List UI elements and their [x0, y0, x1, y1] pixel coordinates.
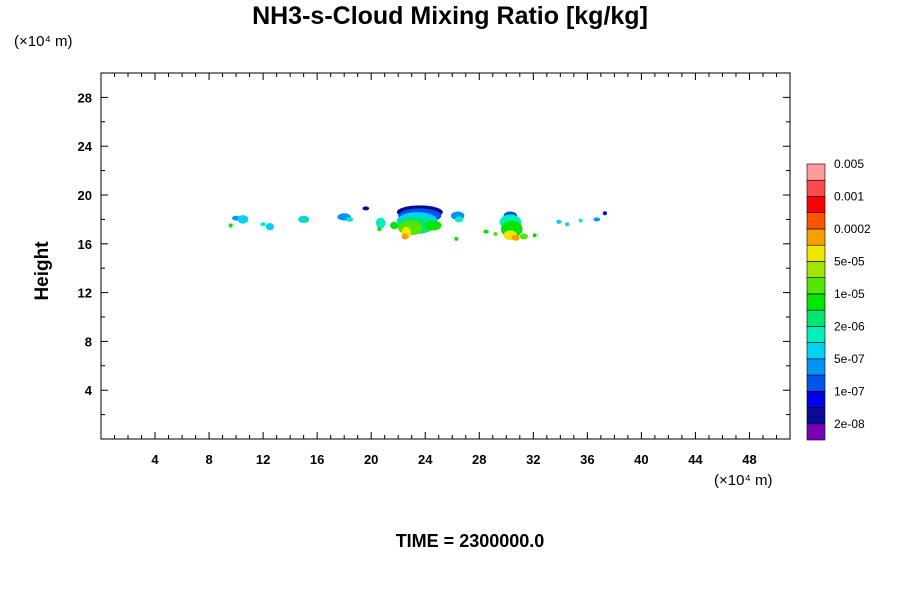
colorbar-swatch	[806, 358, 826, 376]
x-tick-label: 28	[472, 452, 486, 467]
x-axis-multiplier: (×10⁴ m)	[714, 472, 773, 489]
colorbar-label: 2e-08	[834, 417, 865, 431]
colorbar-swatch	[806, 374, 826, 392]
cloud-patch-31	[519, 233, 528, 240]
colorbar-label: 5e-05	[834, 254, 865, 268]
cloud-patch-30	[511, 234, 520, 241]
cloud-patch-4	[265, 223, 274, 231]
colorbar-swatch	[806, 244, 826, 262]
cloud-patch-6	[304, 218, 309, 223]
cloud-patch-11	[362, 206, 370, 211]
x-tick-label: 20	[364, 452, 378, 467]
cloud-patch-0	[228, 223, 233, 228]
cloud-patch-19	[425, 220, 442, 231]
data-field	[228, 205, 607, 241]
y-axis-multiplier: (×10⁴ m)	[14, 33, 73, 50]
colorbar-swatch	[806, 293, 826, 311]
cloud-patch-24	[483, 229, 489, 234]
cloud-patch-10	[377, 227, 382, 232]
cloud-patch-25	[493, 232, 498, 237]
colorbar-label: 0.005	[834, 157, 864, 171]
colorbar-swatch	[806, 261, 826, 278]
cloud-patch-34	[565, 222, 570, 227]
colorbar-label: 2e-06	[834, 319, 865, 333]
x-tick-label: 48	[742, 452, 756, 467]
y-tick-label: 16	[78, 237, 92, 252]
cloud-patch-33	[556, 219, 562, 224]
cloud-patch-2	[237, 215, 249, 224]
chart-title: NH3-s-Cloud Mixing Ratio [kg/kg]	[252, 2, 648, 30]
y-tick-label: 24	[78, 139, 93, 154]
cloud-patch-8	[346, 216, 353, 222]
x-tick-label: 16	[310, 452, 324, 467]
y-tick-label: 4	[85, 383, 93, 398]
colorbar-label: 0.001	[834, 189, 864, 203]
cloud-patch-23	[454, 236, 459, 241]
colorbar-swatch	[806, 326, 826, 343]
colorbar: 2e-08 1e-07 5e-07 2e-06 1e-05 5e-05 0.0002 0.00…	[806, 157, 871, 441]
cloud-patch-37	[602, 211, 607, 216]
cloud-patch-18	[401, 233, 409, 240]
x-tick-label: 24	[418, 452, 433, 467]
cloud-patch-36	[593, 217, 601, 222]
cloud-patch-9	[375, 217, 386, 229]
x-tick-label: 44	[688, 452, 703, 467]
colorbar-swatch	[806, 407, 826, 425]
x-tick-label: 36	[580, 452, 594, 467]
colorbar-swatch	[806, 390, 826, 408]
x-tick-label: 8	[205, 452, 212, 467]
y-tick-label: 20	[78, 188, 92, 203]
colorbar-swatch	[806, 212, 826, 230]
colorbar-label: 1e-05	[834, 287, 865, 301]
cloud-patch-22	[454, 216, 464, 223]
x-tick-label: 32	[526, 452, 540, 467]
plot-frame	[100, 72, 791, 440]
cloud-patch-20	[390, 221, 399, 230]
y-tick-label: 12	[78, 286, 92, 301]
x-tick-label: 40	[634, 452, 648, 467]
colorbar-swatch	[806, 196, 826, 214]
y-tick-label: 28	[78, 90, 92, 105]
cloud-patch-35	[578, 218, 583, 223]
colorbar-swatch	[806, 309, 826, 327]
time-label: TIME = 2300000.0	[395, 531, 545, 551]
colorbar-label: 5e-07	[834, 352, 865, 366]
colorbar-swatch	[806, 228, 826, 246]
colorbar-swatch	[806, 179, 826, 197]
colorbar-swatch	[806, 423, 826, 441]
colorbar-swatch	[806, 342, 826, 360]
colorbar-label: 0.0002	[834, 222, 871, 236]
x-tick-label: 12	[256, 452, 270, 467]
colorbar-swatch	[806, 277, 826, 295]
x-tick-label: 4	[151, 452, 159, 467]
colorbar-swatch	[806, 163, 826, 181]
y-tick-label: 8	[85, 334, 92, 349]
colorbar-label: 1e-07	[834, 384, 865, 398]
cloud-patch-3	[260, 222, 266, 227]
cloud-patch-32	[532, 233, 537, 238]
